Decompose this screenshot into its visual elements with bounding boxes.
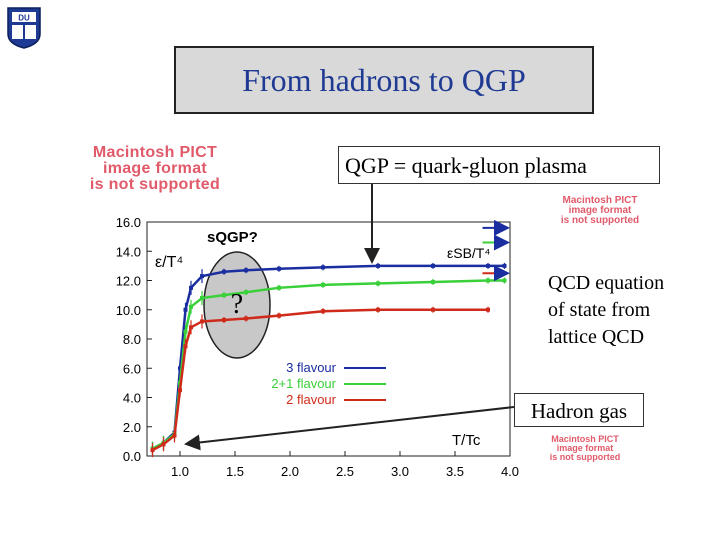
data-point [222,293,226,298]
y-tick-label: 16.0 [116,215,141,230]
data-point [150,448,155,453]
data-point [486,307,490,312]
data-point [277,285,281,290]
data-point [161,442,166,447]
data-point [222,269,226,274]
hadron-arrow [184,406,515,451]
data-point [321,282,325,287]
slide-title: From hadrons to QGP [242,61,526,98]
hadron-gas-callout: Hadron gas [514,393,644,427]
data-point [178,366,182,371]
data-point [172,433,177,438]
data-point [486,263,490,268]
y-axis-label: ε/T⁴ [155,254,183,271]
logo-letters: DU [18,14,30,23]
university-logo: DU [7,7,41,49]
pict-line: is not supported [89,176,221,193]
data-point [277,266,281,271]
data-point [200,274,204,279]
data-point [376,263,380,268]
y-tick-label: 0.0 [123,449,141,464]
x-axis-label: T/Tc [452,432,481,449]
y-tick-label: 12.0 [116,274,141,289]
y-tick-label: 2.0 [123,420,141,435]
data-point [277,313,281,318]
data-point [376,307,380,312]
pict-line: image format [102,160,208,177]
x-tick-label: 4.0 [501,464,519,479]
data-point [431,279,435,284]
pict-line: is not supported [549,452,621,462]
data-point [244,290,248,295]
x-tick-label: 1.0 [171,464,189,479]
pict-line: is not supported [560,215,640,226]
pict-line: Macintosh PICT [562,195,638,206]
data-point [376,281,380,286]
data-point [321,309,325,314]
legend-label: 2 flavour [286,392,337,407]
data-point [321,265,325,270]
x-tick-label: 2.0 [281,464,299,479]
data-point [502,263,507,268]
qcd-note-line: of state from [548,299,651,321]
question-mark: ? [231,289,243,320]
sb-label: εSB/T⁴ [447,245,490,261]
qgp-callout: QGP = quark-gluon plasma [338,146,660,184]
data-point [431,263,435,268]
data-point [486,278,490,283]
y-tick-label: 14.0 [116,244,141,259]
data-point [189,325,193,330]
data-point [244,316,248,321]
qcd-note-line: QCD equation [548,272,665,294]
pict-line: image format [568,205,632,216]
pict-line: Macintosh PICT [551,434,619,444]
pict-placeholder-top-right: Macintosh PICT image format is not suppo… [540,196,660,226]
data-point [200,296,204,301]
legend-label: 2+1 flavour [271,376,336,391]
y-tick-label: 10.0 [116,303,141,318]
y-tick-label: 4.0 [123,391,141,406]
y-tick-label: 6.0 [123,361,141,376]
pict-placeholder-large: Macintosh PICT image format is not suppo… [52,145,258,193]
pict-line: Macintosh PICT [92,144,218,161]
title-box: From hadrons to QGP [174,46,594,114]
qcd-note: QCD equation of state from lattice QCD [548,270,718,351]
data-point [200,319,204,324]
series-line-2-flavour [151,308,488,452]
x-tick-label: 1.5 [226,464,244,479]
data-point [178,388,182,393]
sqgp-label: sQGP? [207,229,258,246]
pict-line: image format [556,443,614,453]
data-point [183,329,188,334]
data-point [183,344,188,349]
qcd-note-line: lattice QCD [548,326,645,348]
x-tick-label: 2.5 [336,464,354,479]
legend-label: 3 flavour [286,360,337,375]
data-point [222,317,226,322]
data-point [183,307,188,312]
y-tick-label: 8.0 [123,332,141,347]
sqgp-ellipse [203,251,271,359]
x-tick-label: 3.5 [446,464,464,479]
data-point [189,304,193,309]
data-point [431,307,435,312]
data-point [502,278,507,283]
pict-placeholder-bottom-right: Macintosh PICT image format is not suppo… [540,435,630,462]
data-point [244,268,248,273]
data-point [189,285,193,290]
x-tick-label: 3.0 [391,464,409,479]
